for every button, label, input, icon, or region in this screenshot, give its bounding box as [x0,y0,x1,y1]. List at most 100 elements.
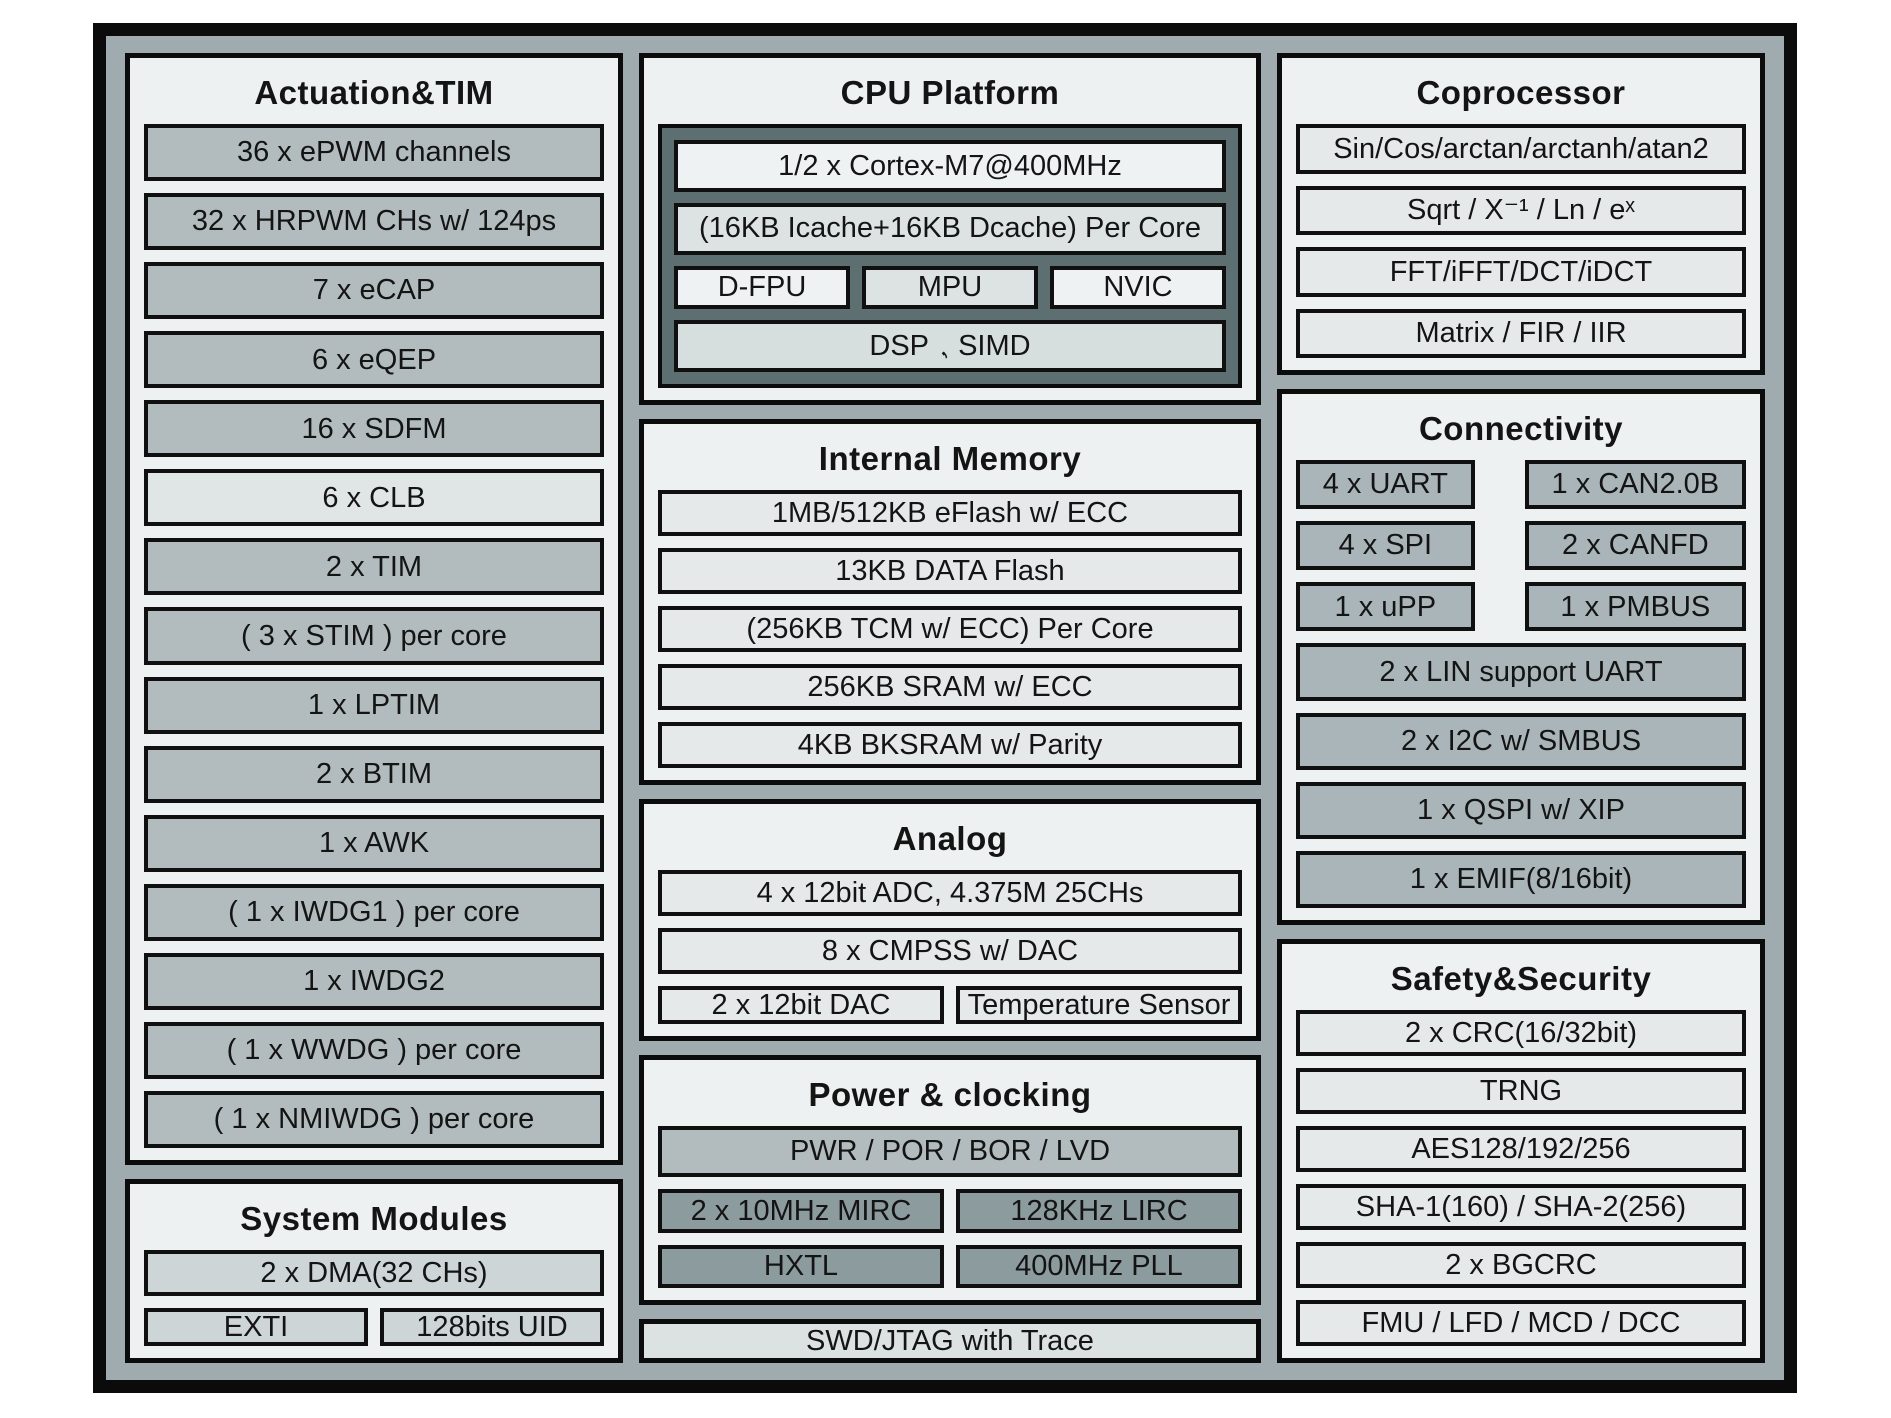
block-pwr-por-bor-lvd: PWR / POR / BOR / LVD [658,1126,1242,1178]
cpu-platform-title: CPU Platform [840,74,1060,111]
actuation-items: 36 x ePWM channels 32 x HRPWM CHs w/ 124… [144,124,604,1148]
block-matrix: Matrix / FIR / IIR [1296,308,1746,358]
safety-security-title: Safety&Security [1390,960,1652,997]
block-uid: 128bits UID [380,1308,604,1346]
power-clocking-items: PWR / POR / BOR / LVD 2 x 10MHz MIRC 128… [658,1126,1242,1288]
column-left: Actuation&TIM 36 x ePWM channels 32 x HR… [125,53,623,1363]
block-nvic: NVIC [1050,265,1226,310]
section-connectivity: Connectivity 4 x UART 1 x CAN2.0B 4 x SP… [1277,389,1765,925]
block-stim: ( 3 x STIM ) per core [144,607,604,665]
block-ecap: 7 x eCAP [144,262,604,320]
power-row-2: HXTL 400MHz PLL [658,1244,1242,1288]
system-modules-title: System Modules [240,1200,508,1237]
cpu-core-cluster: 1/2 x Cortex-M7@400MHz (16KB Icache+16KB… [658,124,1242,388]
block-spi: 4 x SPI [1296,521,1475,571]
block-tim: 2 x TIM [144,538,604,596]
block-sha: SHA-1(160) / SHA-2(256) [1296,1184,1746,1230]
block-iwdg1: ( 1 x IWDG1 ) per core [144,883,604,941]
block-hrpwm: 32 x HRPWM CHs w/ 124ps [144,193,604,251]
internal-memory-items: 1MB/512KB eFlash w/ ECC 13KB DATA Flash … [658,490,1242,768]
block-cortex-core: 1/2 x Cortex-M7@400MHz [674,140,1226,192]
section-cpu-platform: CPU Platform 1/2 x Cortex-M7@400MHz (16K… [639,53,1261,405]
block-clb: 6 x CLB [144,469,604,527]
block-temp-sensor: Temperature Sensor [956,986,1242,1024]
section-safety-security: Safety&Security 2 x CRC(16/32bit) TRNG A… [1277,939,1765,1363]
block-mpu: MPU [862,265,1038,310]
connectivity-row-1: 4 x UART 1 x CAN2.0B [1296,460,1746,510]
block-caches: (16KB Icache+16KB Dcache) Per Core [674,202,1226,255]
section-power-clocking: Power & clocking PWR / POR / BOR / LVD 2… [639,1055,1261,1305]
block-can: 1 x CAN2.0B [1524,460,1746,510]
block-pmbus: 1 x PMBUS [1524,582,1746,632]
block-dfpu: D-FPU [674,265,850,310]
safety-security-items: 2 x CRC(16/32bit) TRNG AES128/192/256 SH… [1296,1010,1746,1346]
section-internal-memory: Internal Memory 1MB/512KB eFlash w/ ECC … [639,419,1261,785]
block-dac: 2 x 12bit DAC [658,986,944,1024]
column-middle: CPU Platform 1/2 x Cortex-M7@400MHz (16K… [639,53,1261,1363]
coprocessor-title: Coprocessor [1416,74,1626,111]
block-tcm: (256KB TCM w/ ECC) Per Core [658,606,1242,652]
block-emif: 1 x EMIF(8/16bit) [1296,850,1746,908]
power-row-1: 2 x 10MHz MIRC 128KHz LIRC [658,1189,1242,1233]
analog-title: Analog [892,820,1008,857]
block-nmiwdg: ( 1 x NMIWDG ) per core [144,1090,604,1148]
block-wwdg: ( 1 x WWDG ) per core [144,1021,604,1079]
connectivity-title: Connectivity [1418,410,1624,447]
power-clocking-title: Power & clocking [808,1076,1092,1113]
block-aes: AES128/192/256 [1296,1126,1746,1172]
block-lirc: 128KHz LIRC [956,1189,1242,1233]
column-right: Coprocessor Sin/Cos/arctan/arctanh/atan2… [1277,53,1765,1363]
block-fft: FFT/iFFT/DCT/iDCT [1296,247,1746,297]
block-dma: 2 x DMA(32 CHs) [144,1250,604,1296]
block-exti: EXTI [144,1308,368,1346]
section-actuation-tim: Actuation&TIM 36 x ePWM channels 32 x HR… [125,53,623,1165]
block-trng: TRNG [1296,1068,1746,1114]
block-bksram: 4KB BKSRAM w/ Parity [658,722,1242,768]
internal-memory-title: Internal Memory [818,440,1082,477]
block-pll: 400MHz PLL [956,1244,1242,1288]
block-uart: 4 x UART [1296,460,1475,510]
connectivity-items: 4 x UART 1 x CAN2.0B 4 x SPI 2 x CANFD 1… [1296,460,1746,908]
section-system-modules: System Modules 2 x DMA(32 CHs) EXTI 128b… [125,1179,623,1363]
block-adc: 4 x 12bit ADC, 4.375M 25CHs [658,870,1242,916]
block-iwdg2: 1 x IWDG2 [144,952,604,1010]
block-i2c: 2 x I2C w/ SMBUS [1296,712,1746,770]
section-coprocessor: Coprocessor Sin/Cos/arctan/arctanh/atan2… [1277,53,1765,375]
block-upp: 1 x uPP [1296,582,1475,632]
block-awk: 1 x AWK [144,814,604,872]
block-sqrt: Sqrt / X⁻¹ / Ln / eˣ [1296,185,1746,235]
block-cmpss: 8 x CMPSS w/ DAC [658,928,1242,974]
block-hxtl: HXTL [658,1244,944,1288]
block-eflash: 1MB/512KB eFlash w/ ECC [658,490,1242,536]
block-trig: Sin/Cos/arctan/arctanh/atan2 [1296,124,1746,174]
block-epwm: 36 x ePWM channels [144,124,604,182]
block-canfd: 2 x CANFD [1524,521,1746,571]
block-btim: 2 x BTIM [144,745,604,803]
section-analog: Analog 4 x 12bit ADC, 4.375M 25CHs 8 x C… [639,799,1261,1041]
block-bgcrc: 2 x BGCRC [1296,1242,1746,1288]
connectivity-row-3: 1 x uPP 1 x PMBUS [1296,582,1746,632]
actuation-title: Actuation&TIM [254,74,494,111]
block-lptim: 1 x LPTIM [144,676,604,734]
system-modules-items: 2 x DMA(32 CHs) EXTI 128bits UID [144,1250,604,1346]
block-sdfm: 16 x SDFM [144,400,604,458]
block-swd-jtag: SWD/JTAG with Trace [639,1319,1261,1363]
block-mirc: 2 x 10MHz MIRC [658,1189,944,1233]
block-fmu: FMU / LFD / MCD / DCC [1296,1300,1746,1346]
block-sram: 256KB SRAM w/ ECC [658,664,1242,710]
chip-diagram: Actuation&TIM 36 x ePWM channels 32 x HR… [93,23,1797,1393]
block-lin: 2 x LIN support UART [1296,643,1746,701]
connectivity-row-2: 4 x SPI 2 x CANFD [1296,521,1746,571]
system-modules-row: EXTI 128bits UID [144,1308,604,1346]
analog-dac-row: 2 x 12bit DAC Temperature Sensor [658,986,1242,1024]
coprocessor-items: Sin/Cos/arctan/arctanh/atan2 Sqrt / X⁻¹ … [1296,124,1746,358]
chip-inner-band: Actuation&TIM 36 x ePWM channels 32 x HR… [106,36,1784,1380]
block-dataflash: 13KB DATA Flash [658,548,1242,594]
block-qspi: 1 x QSPI w/ XIP [1296,781,1746,839]
block-dsp-simd: DSP, SIMD [674,320,1226,372]
block-crc: 2 x CRC(16/32bit) [1296,1010,1746,1056]
cpu-subblocks-row: D-FPU MPU NVIC [674,265,1226,310]
analog-items: 4 x 12bit ADC, 4.375M 25CHs 8 x CMPSS w/… [658,870,1242,1024]
block-eqep: 6 x eQEP [144,331,604,389]
